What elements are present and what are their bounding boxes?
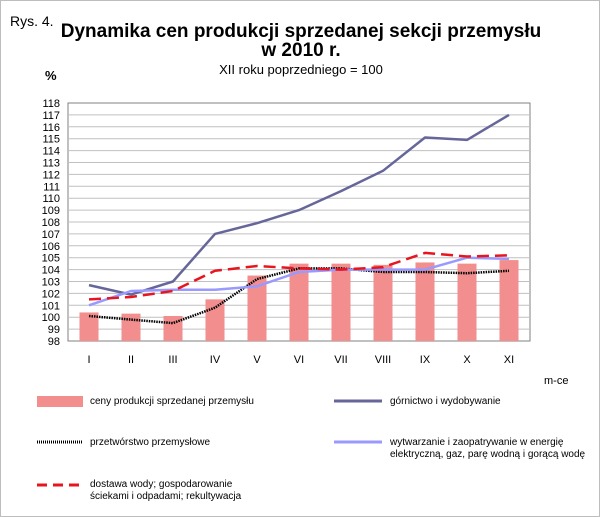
bar [457, 263, 477, 341]
legend-label-wytwarzanie-1: wytwarzanie i zaopatrywanie w energię [390, 437, 564, 448]
y-tick-label: 102 [42, 288, 60, 300]
bar [163, 316, 183, 341]
legend-label-dostawa-1: dostawa wody; gospodarowanie [90, 479, 233, 490]
y-tick-label: 107 [42, 229, 60, 241]
bar-series [79, 260, 519, 341]
bar [79, 312, 99, 341]
x-tick-label: V [253, 354, 261, 366]
x-tick-label: VI [294, 354, 304, 366]
y-tick-label: 99 [48, 324, 60, 336]
y-tick-label: 115 [42, 134, 60, 146]
chart-title-line2: w 2010 r. [261, 40, 341, 61]
y-tick-labels: 9899100101102103104105106107108109110111… [42, 98, 60, 348]
y-tick-label: 117 [42, 110, 60, 122]
bar [373, 264, 393, 341]
x-axis-label: m-ce [544, 375, 569, 387]
x-tick-label: VII [334, 354, 347, 366]
x-tick-label: III [168, 354, 177, 366]
x-tick-label: IX [420, 354, 431, 366]
bar [415, 262, 435, 341]
bar [205, 299, 225, 341]
legend-label-gornictwo: górnictwo i wydobywanie [390, 396, 501, 407]
y-tick-label: 103 [42, 277, 60, 289]
bar [247, 275, 267, 341]
y-tick-label: 113 [42, 158, 60, 170]
y-tick-label: 108 [42, 217, 60, 229]
legend-label-wytwarzanie-2: elektryczną, gaz, parę wodną i gorącą wo… [390, 449, 586, 460]
line-series-path [88, 113, 510, 296]
figure-label: Rys. 4. [10, 13, 54, 29]
chart-subtitle: XII roku poprzedniego = 100 [219, 62, 383, 77]
x-tick-label: VIII [375, 354, 392, 366]
chart-title-line1: Dynamika cen produkcji sprzedanej sekcji… [60, 21, 542, 42]
bar [289, 263, 309, 341]
y-tick-label: 118 [42, 98, 60, 110]
x-tick-label: IV [210, 354, 221, 366]
y-tick-label: 112 [42, 169, 60, 181]
legend-label-dostawa-2: ściekami i odpadami; rekultywacja [90, 491, 242, 502]
bar [331, 263, 351, 341]
y-tick-label: 100 [42, 312, 60, 324]
x-tick-label: II [128, 354, 134, 366]
legend-swatch-bars [37, 396, 83, 407]
legend-label-bars: ceny produkcji sprzedanej przemysłu [90, 396, 254, 407]
y-axis-label: % [45, 68, 57, 83]
x-tick-labels: I II III IV V VI VII VIII IX X XI [87, 354, 514, 366]
line-series-path [88, 256, 510, 307]
bar [499, 260, 519, 341]
x-tick-label: XI [504, 354, 514, 366]
y-tick-label: 116 [42, 122, 60, 134]
y-tick-label: 109 [42, 205, 60, 217]
line-series [88, 113, 510, 325]
bar [121, 313, 141, 341]
x-tick-label: I [87, 354, 90, 366]
y-tick-label: 101 [42, 300, 60, 312]
x-tick-label: X [463, 354, 471, 366]
line-series-path [88, 267, 510, 325]
y-tick-label: 104 [42, 265, 60, 277]
legend-label-przetworstwo: przetwórstwo przemysłowe [90, 437, 211, 448]
y-tick-label: 106 [42, 241, 60, 253]
y-tick-label: 105 [42, 253, 60, 265]
y-tick-label: 98 [48, 336, 60, 348]
y-tick-label: 110 [42, 193, 60, 205]
y-tick-label: 111 [43, 181, 60, 193]
y-tick-label: 114 [42, 146, 60, 158]
